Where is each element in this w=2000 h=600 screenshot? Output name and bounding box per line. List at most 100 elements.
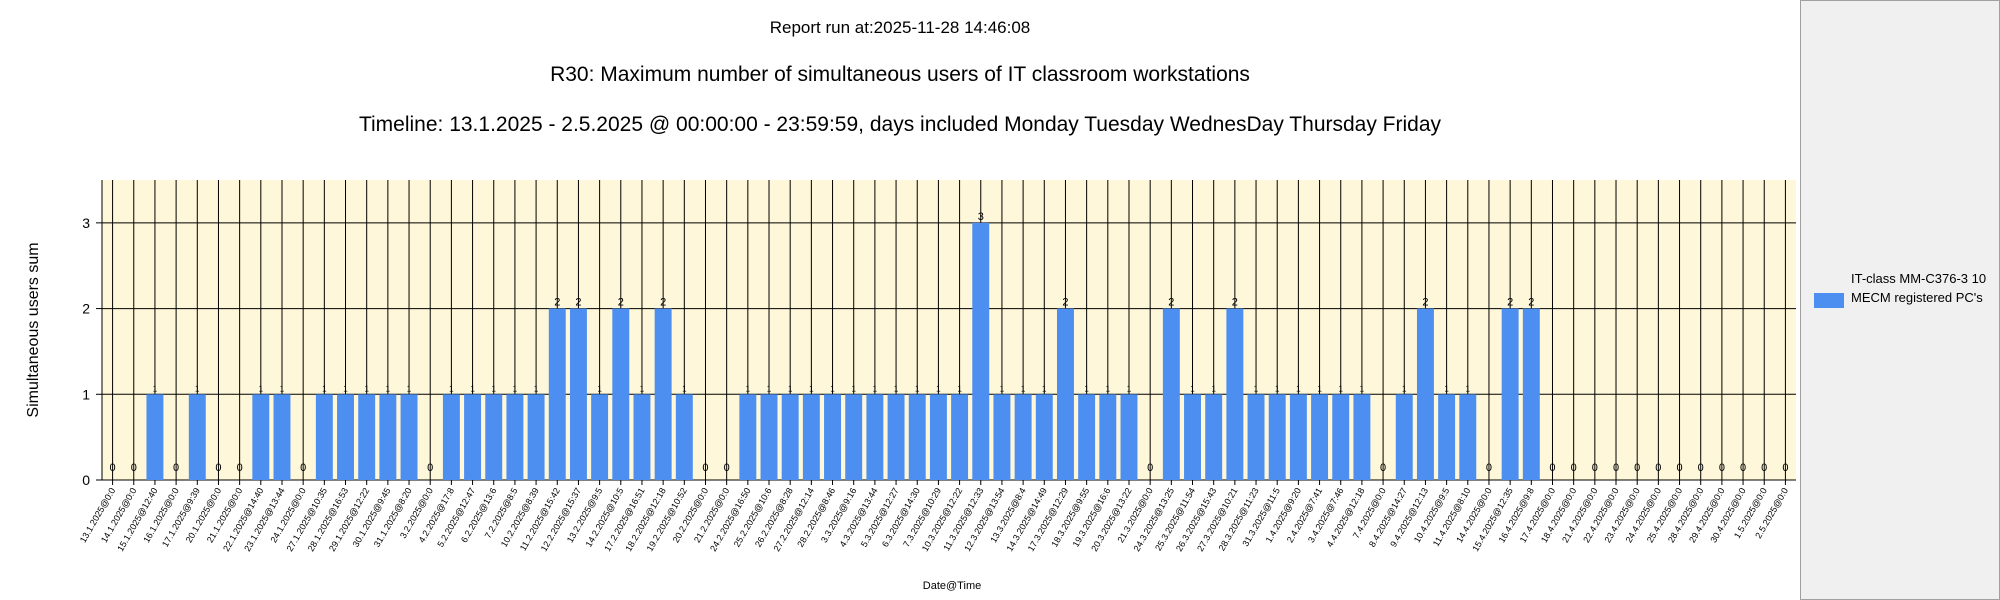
value-label: 1 (957, 384, 962, 393)
chart-title: R30: Maximum number of simultaneous user… (550, 63, 1250, 86)
bar (273, 394, 291, 480)
bar (1056, 308, 1074, 480)
bar (400, 394, 418, 480)
value-label: 1 (492, 384, 497, 393)
value-label: 2 (554, 297, 560, 309)
bar (633, 394, 651, 480)
y-tick-label: 1 (82, 386, 90, 402)
value-label: 1 (1296, 384, 1301, 393)
value-label: 1 (1254, 384, 1259, 393)
value-label: 1 (1106, 384, 1111, 393)
bar (802, 394, 820, 480)
value-label: 0 (1147, 462, 1153, 474)
value-label: 1 (449, 384, 454, 393)
bar (442, 394, 460, 480)
bar (548, 308, 566, 480)
value-label: 0 (1761, 462, 1767, 474)
value-label: 1 (534, 384, 539, 393)
bar (1226, 308, 1244, 480)
bar (1035, 394, 1053, 480)
bar (485, 394, 503, 480)
value-label: 0 (1571, 462, 1577, 474)
bar (315, 394, 333, 480)
report-run-timestamp: Report run at:2025-11-28 14:46:08 (769, 18, 1031, 37)
value-label: 0 (1698, 462, 1704, 474)
value-label: 1 (259, 384, 264, 393)
chart-subtitle: Timeline: 13.1.2025 - 2.5.2025 @ 00:00:0… (358, 113, 1442, 136)
bar (845, 394, 863, 480)
y-tick-label: 2 (82, 301, 90, 317)
value-label: 0 (1719, 462, 1725, 474)
value-label: 0 (1634, 462, 1640, 474)
bar (337, 394, 354, 480)
value-label: 1 (830, 384, 835, 393)
value-label: 3 (978, 211, 984, 223)
x-axis-title: Date@Time (923, 580, 981, 592)
bar (464, 394, 482, 480)
bar (569, 308, 587, 480)
value-label: 1 (873, 384, 878, 393)
value-label: 1 (280, 384, 285, 393)
bar (1459, 394, 1477, 480)
value-label: 1 (936, 384, 941, 393)
value-label: 2 (1168, 297, 1174, 309)
bar (1522, 308, 1540, 480)
value-label: 1 (1042, 384, 1047, 393)
legend-label: IT-class MM-C376-3 10 MECM registered PC… (1851, 271, 1987, 305)
value-label: 0 (1486, 462, 1492, 474)
bar (527, 394, 545, 480)
value-label: 0 (1740, 462, 1746, 474)
value-label: 0 (1782, 462, 1788, 474)
bar (506, 394, 524, 480)
value-label: 0 (1676, 462, 1682, 474)
value-label: 1 (1317, 384, 1322, 393)
value-label: 1 (322, 384, 327, 393)
bar (1120, 394, 1138, 480)
value-label: 2 (1062, 297, 1068, 309)
value-label: 2 (1528, 297, 1534, 309)
value-label: 2 (1507, 297, 1513, 309)
value-label: 0 (300, 462, 306, 474)
bar (654, 308, 672, 480)
value-label: 1 (915, 384, 920, 393)
bar (358, 394, 376, 480)
value-label: 1 (1000, 384, 1005, 393)
bar (1311, 394, 1329, 480)
value-label: 1 (746, 384, 751, 393)
bar (824, 394, 842, 480)
bar (887, 394, 905, 480)
value-label: 1 (470, 384, 475, 393)
value-label: 1 (1339, 384, 1344, 393)
value-label: 2 (660, 297, 666, 309)
bar (1332, 394, 1350, 480)
value-label: 1 (1127, 384, 1132, 393)
bar (781, 394, 799, 480)
bar (1395, 394, 1413, 480)
value-label: 0 (702, 462, 708, 474)
value-label: 1 (597, 384, 602, 393)
value-label: 1 (153, 384, 158, 393)
bar (993, 394, 1011, 480)
bar (379, 394, 397, 480)
value-label: 1 (407, 384, 412, 393)
bar (1078, 394, 1096, 480)
bar (1247, 394, 1265, 480)
bar (591, 394, 609, 480)
bar (1205, 394, 1223, 480)
bar (1501, 308, 1519, 480)
bar (1289, 394, 1307, 480)
y-tick-label: 0 (82, 472, 90, 488)
value-label: 1 (682, 384, 687, 393)
legend-swatch (1814, 293, 1844, 308)
value-label: 1 (1190, 384, 1195, 393)
bar (1162, 308, 1180, 480)
value-label: 0 (1655, 462, 1661, 474)
value-label: 0 (427, 462, 433, 474)
value-label: 0 (215, 462, 221, 474)
value-label: 2 (575, 297, 581, 309)
value-label: 1 (851, 384, 856, 393)
value-label: 1 (894, 384, 899, 393)
bar (929, 394, 947, 480)
bar (1416, 308, 1434, 480)
value-label: 1 (1402, 384, 1407, 393)
